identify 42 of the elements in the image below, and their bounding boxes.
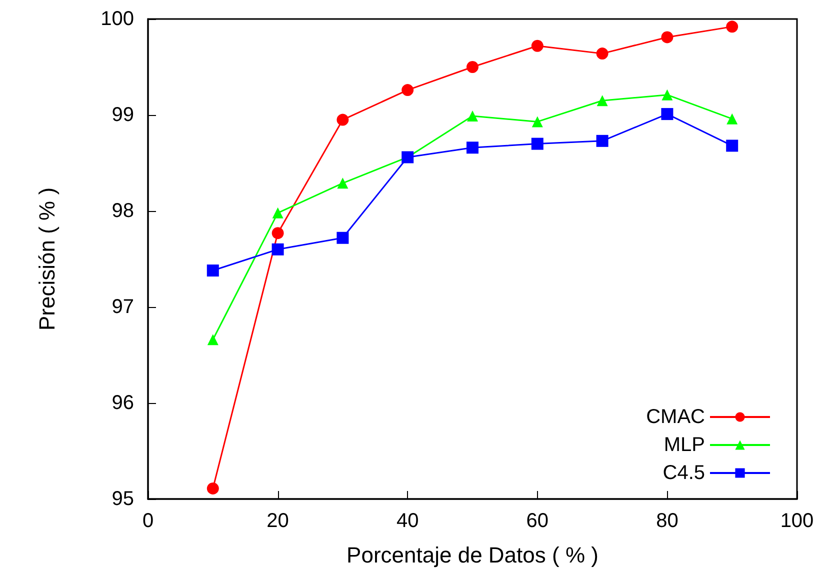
- point: [272, 207, 284, 218]
- point: [596, 95, 608, 106]
- point: [661, 31, 674, 44]
- point: [467, 110, 478, 122]
- point: [402, 84, 414, 96]
- point: [466, 61, 478, 73]
- y-tick-label: 96: [112, 392, 134, 414]
- y-tick-label: 95: [112, 488, 134, 510]
- x-tick-label: 20: [266, 510, 289, 532]
- point: [206, 482, 219, 494]
- point: [207, 334, 218, 346]
- x-tick-label: 80: [656, 510, 678, 532]
- legend-label: C4.5: [662, 462, 705, 484]
- x-tick-label: 60: [526, 510, 549, 532]
- point: [336, 232, 349, 244]
- legend-label: MLP: [664, 434, 705, 456]
- point: [661, 108, 674, 120]
- x-tick-label: 100: [780, 510, 814, 532]
- y-tick-label: 100: [100, 8, 134, 30]
- point: [466, 142, 478, 154]
- x-tick-label: 0: [142, 510, 154, 532]
- point: [272, 243, 284, 256]
- legend-label: CMAC: [646, 406, 705, 428]
- point: [531, 138, 544, 150]
- point: [272, 227, 284, 240]
- x-axis-title: Porcentaje de Datos ( % ): [346, 542, 598, 568]
- y-tick-label: 98: [112, 200, 134, 222]
- point: [726, 140, 738, 152]
- point: [596, 48, 608, 60]
- point: [662, 89, 673, 100]
- y-axis-title: Precisión ( % ): [34, 187, 60, 331]
- point: [337, 178, 348, 189]
- y-tick-label: 97: [112, 296, 134, 318]
- point: [206, 264, 219, 277]
- point: [531, 40, 544, 52]
- point: [726, 20, 738, 33]
- point: [596, 134, 608, 147]
- point: [726, 113, 738, 124]
- y-tick-label: 99: [112, 104, 134, 126]
- point: [532, 116, 543, 128]
- x-tick-label: 40: [396, 510, 419, 532]
- point: [336, 114, 349, 126]
